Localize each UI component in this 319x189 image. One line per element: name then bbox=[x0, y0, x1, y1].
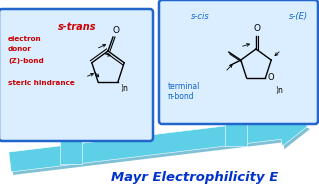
FancyBboxPatch shape bbox=[0, 9, 153, 141]
Text: steric hindrance: steric hindrance bbox=[8, 80, 75, 86]
Polygon shape bbox=[11, 115, 310, 175]
Bar bbox=[225, 120, 247, 146]
Polygon shape bbox=[9, 112, 308, 172]
Text: electron: electron bbox=[8, 36, 42, 42]
Text: )n: )n bbox=[120, 84, 128, 93]
Text: O: O bbox=[267, 74, 274, 82]
Text: donor: donor bbox=[8, 46, 32, 52]
Text: π-bond: π-bond bbox=[168, 92, 195, 101]
Text: O: O bbox=[113, 26, 120, 35]
Bar bbox=[60, 136, 82, 164]
FancyBboxPatch shape bbox=[159, 0, 318, 124]
Text: s-(E): s-(E) bbox=[288, 12, 308, 21]
Text: (Z)-bond: (Z)-bond bbox=[8, 58, 44, 64]
Text: terminal: terminal bbox=[168, 82, 200, 91]
Text: )n: )n bbox=[275, 86, 283, 95]
Text: s-cis: s-cis bbox=[191, 12, 209, 21]
Text: Mayr Electrophilicity E: Mayr Electrophilicity E bbox=[111, 171, 278, 184]
Text: s-trans: s-trans bbox=[58, 22, 96, 32]
Text: O: O bbox=[254, 24, 261, 33]
